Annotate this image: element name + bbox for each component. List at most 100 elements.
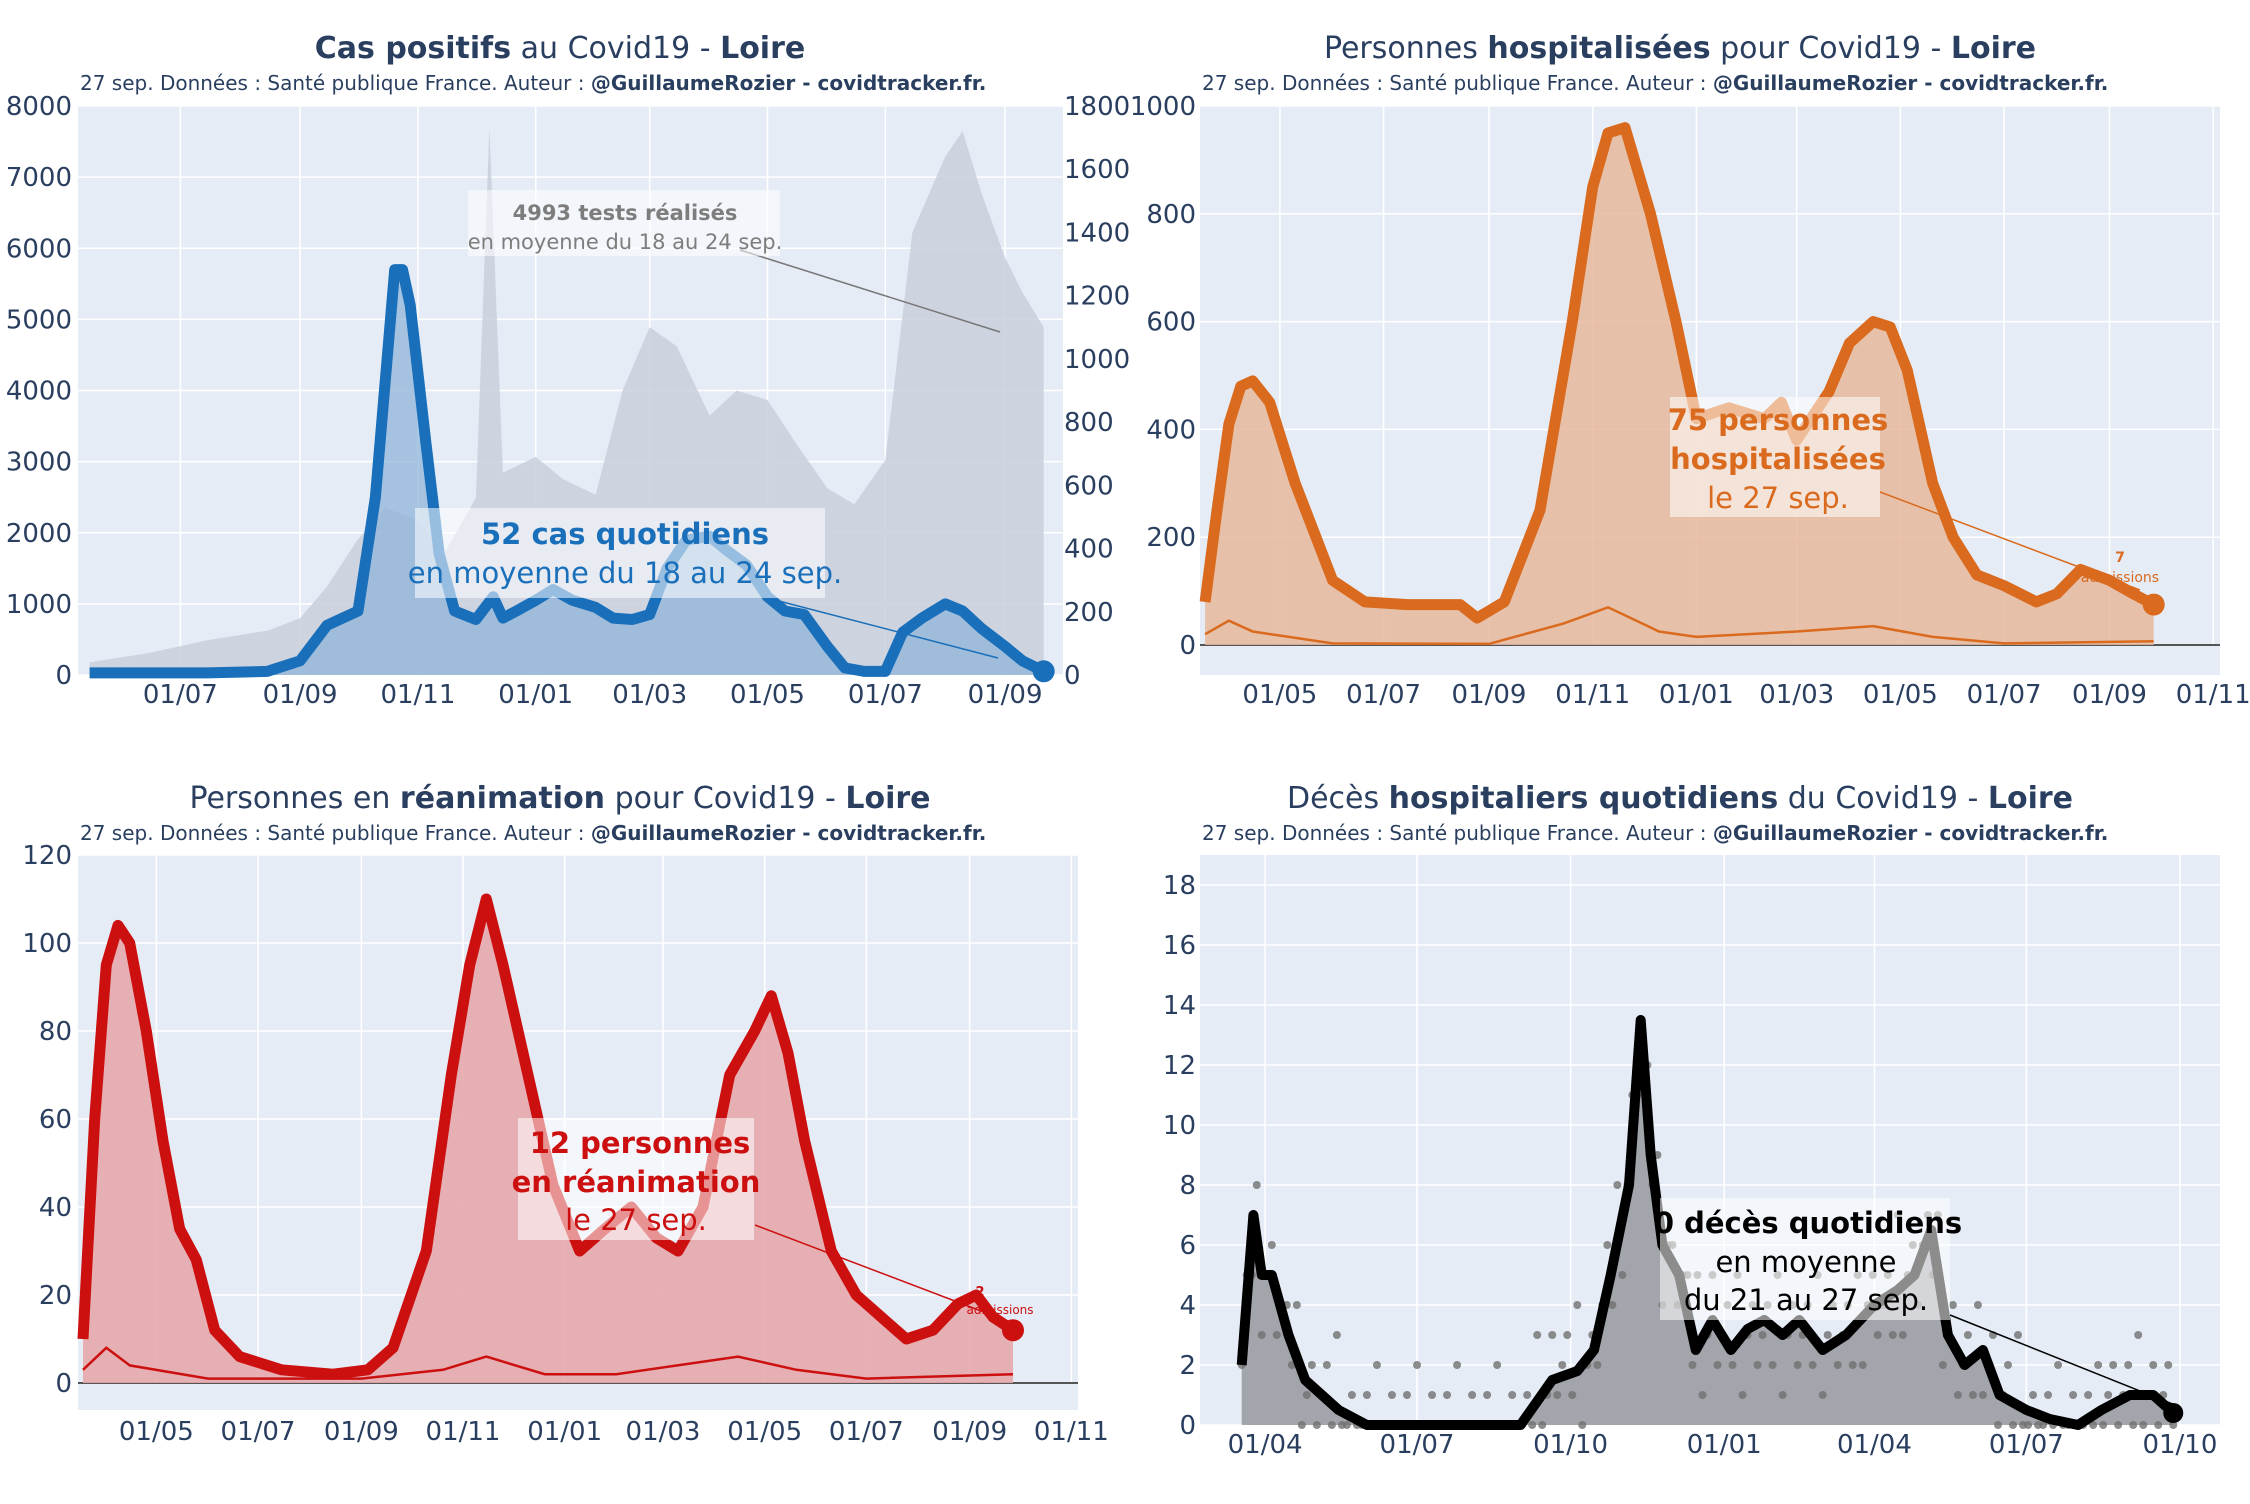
hosp-axis-x-tick-8: 01/09 (2072, 680, 2147, 710)
deces-dot-153 (2003, 1361, 2012, 1369)
deces-dot-166 (2069, 1391, 2078, 1399)
deces-dot-171 (2094, 1361, 2103, 1369)
deces-axis-x-tick-4: 01/04 (1837, 1430, 1912, 1460)
deces-dot-183 (2154, 1421, 2163, 1429)
hosp-annotation-bold1: 75 personnes (1668, 403, 1889, 437)
panel-deces: Décès hospitaliers quotidiens du Covid19… (1163, 781, 2220, 1460)
deces-dot-60 (1538, 1421, 1547, 1429)
deces-dot-17 (1322, 1361, 1331, 1369)
hosp-admissions-line (1204, 605, 2154, 646)
deces-dot-11 (1292, 1301, 1301, 1309)
deces-dot-185 (2164, 1361, 2173, 1369)
rea-axis-x-tick-5: 01/03 (626, 1417, 701, 1447)
deces-dot-186 (2169, 1421, 2178, 1429)
deces-dot-151 (1993, 1421, 2002, 1429)
deces-axis-x-tick-3: 01/01 (1687, 1430, 1762, 1460)
deces-dot-111 (1793, 1361, 1802, 1369)
deces-dot-46 (1468, 1391, 1477, 1399)
cas-axis-right-tick-4: 800 (1064, 408, 1114, 438)
deces-dot-158 (2029, 1391, 2038, 1399)
panel-cas: Cas positifs au Covid19 - Loire 27 sep. … (6, 31, 1130, 710)
deces-dot-22 (1347, 1391, 1356, 1399)
hosp-axis-x-tick-6: 01/05 (1863, 680, 1938, 710)
deces-axis-y-tick-1: 2 (1179, 1351, 1196, 1381)
rea-title-part-0: Personnes en (189, 781, 399, 816)
deces-dot-114 (1808, 1361, 1817, 1369)
deces-title-part-3: Loire (1988, 781, 2073, 816)
hosp-title-part-0: Personnes (1324, 31, 1487, 66)
deces-dot-127 (1873, 1331, 1882, 1339)
deces-axis-y-tick-4: 8 (1179, 1171, 1196, 1201)
rea-title-part-2: pour Covid19 - (605, 781, 845, 816)
cas-axis-left-tick-5: 5000 (6, 305, 72, 335)
hosp-axis-y-tick-2: 400 (1146, 415, 1196, 445)
deces-dot-174 (2109, 1361, 2118, 1369)
deces-dot-95 (1713, 1361, 1722, 1369)
deces-dot-18 (1327, 1421, 1336, 1429)
deces-dot-19 (1332, 1331, 1341, 1339)
deces-dot-173 (2104, 1391, 2113, 1399)
deces-dot-119 (1833, 1361, 1842, 1369)
deces-dot-160 (2039, 1421, 2048, 1429)
rea-axis-y-tick-2: 40 (39, 1193, 72, 1223)
rea-axis-x-tick-1: 01/07 (221, 1417, 296, 1447)
deces-axis-y-tick-2: 4 (1179, 1291, 1196, 1321)
deces-dot-90 (1688, 1361, 1697, 1369)
deces-dot-92 (1698, 1391, 1707, 1399)
deces-title: Décès hospitaliers quotidiens du Covid19… (1287, 781, 2073, 816)
rea-title-part-3: Loire (845, 781, 930, 816)
cas-axis-x-tick-6: 01/07 (848, 680, 923, 710)
deces-dot-98 (1728, 1361, 1737, 1369)
deces-dot-66 (1568, 1391, 1577, 1399)
rea-subtitle: 27 sep. Données : Santé publique France.… (80, 821, 986, 845)
deces-dot-38 (1428, 1391, 1437, 1399)
deces-dot-161 (2044, 1391, 2053, 1399)
hosp-title-part-2: pour Covid19 - (1711, 31, 1951, 66)
hosp-axis-x-tick-9: 01/11 (2176, 680, 2250, 710)
panel-rea: Personnes en réanimation pour Covid19 - … (22, 781, 1108, 1447)
deces-dot-103 (1753, 1361, 1762, 1369)
rea-axis-x-tick-0: 01/05 (119, 1417, 194, 1447)
deces-dot-27 (1372, 1361, 1381, 1369)
deces-dot-4 (1257, 1331, 1266, 1339)
deces-dot-59 (1533, 1331, 1542, 1339)
deces-axis-x-tick-5: 01/07 (1989, 1430, 2064, 1460)
hosp-axis-y: 0 200 400 600 800 1000 (1130, 92, 1196, 661)
deces-dot-35 (1413, 1361, 1422, 1369)
hosp-title-part-3: Loire (1951, 31, 2036, 66)
deces-annotation-bold: 0 décès quotidiens (1654, 1206, 1962, 1240)
deces-dot-148 (1978, 1391, 1987, 1399)
cas-axis-x-tick-4: 01/03 (612, 680, 687, 710)
deces-dot-104 (1758, 1331, 1767, 1339)
deces-dot-71 (1593, 1361, 1602, 1369)
deces-dot-106 (1768, 1361, 1777, 1369)
cas-axis-left: 0 1000 2000 3000 4000 5000 6000 7000 8000 (6, 92, 72, 691)
hosp-admissions-value: 7 (2115, 550, 2125, 566)
deces-dot-68 (1578, 1421, 1587, 1429)
deces-dot-142 (1948, 1301, 1957, 1309)
deces-dot-177 (2124, 1361, 2133, 1369)
rea-axis-y-tick-5: 100 (22, 929, 72, 959)
cas-axis-x-tick-0: 01/07 (143, 680, 218, 710)
hosp-annotation-leader (1879, 491, 2141, 591)
hosp-axis-x-tick-4: 01/01 (1659, 680, 1734, 710)
cas-axis-x-tick-7: 01/09 (968, 680, 1043, 710)
hosp-admissions-label: admissions (2081, 570, 2159, 586)
rea-annotation-bg (518, 1118, 754, 1240)
panel-hosp: Personnes hospitalisées pour Covid19 - L… (1130, 31, 2250, 710)
hosp-series-line (1199, 122, 2157, 624)
deces-dot-65 (1563, 1331, 1572, 1339)
cas-axis-right-tick-8: 1600 (1064, 155, 1130, 185)
deces-dot-30 (1387, 1391, 1396, 1399)
cas-axis-right-tick-2: 400 (1064, 535, 1114, 565)
deces-dot-73 (1603, 1241, 1612, 1249)
deces-axis-x-tick-0: 01/04 (1228, 1430, 1303, 1460)
cas-axis-left-tick-4: 4000 (6, 377, 72, 407)
rea-admissions-value: 2 (975, 1285, 984, 1300)
deces-title-part-2: du Covid19 - (1778, 781, 1988, 816)
deces-dot-108 (1778, 1391, 1787, 1399)
cas-annotation-bg (415, 508, 825, 598)
deces-dot-3 (1252, 1181, 1261, 1189)
hosp-axis-x-tick-3: 01/11 (1555, 680, 1630, 710)
hosp-axis-x-tick-2: 01/09 (1452, 680, 1527, 710)
